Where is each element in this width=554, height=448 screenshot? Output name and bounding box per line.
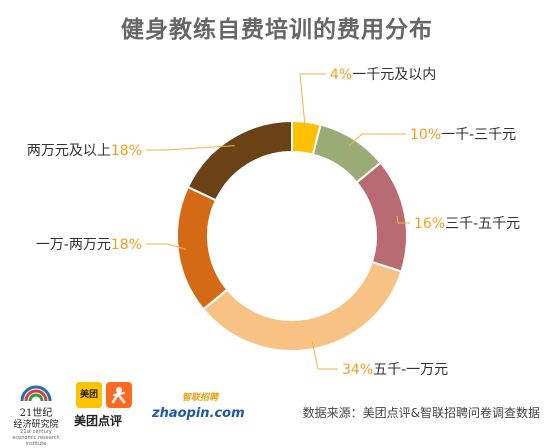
data-source: 数据来源：美团点评&智联招聘问卷调查数据 — [302, 406, 540, 420]
slice-label-1: 4%一千元及以内 — [330, 67, 436, 83]
slice-label-2: 10%一千-三千元 — [410, 127, 516, 143]
leader-line-6 — [146, 145, 235, 151]
slice-name-2: 一千-三千元 — [441, 127, 516, 143]
slice-name-5: 一万-两万元 — [36, 237, 111, 253]
slice-name-3: 三千-五千元 — [445, 216, 520, 232]
slice-value-1: 4% — [330, 67, 352, 83]
slice-name-4: 五千-一万元 — [373, 362, 448, 378]
slice-value-3: 16% — [414, 216, 445, 232]
slice-label-4: 34%五千-一万元 — [342, 362, 448, 378]
leader-line-5 — [146, 243, 186, 250]
leader-line-2 — [348, 133, 406, 147]
logo-21-line1: 21世纪 — [19, 408, 53, 419]
zhaopin-en: zhaopin.com — [152, 406, 245, 421]
leader-line-3 — [396, 215, 410, 224]
rainbow-arc-icon — [20, 385, 52, 402]
meituan-badge: 美团 — [76, 382, 102, 408]
donut-slice-4 — [201, 260, 403, 352]
donut-slice-3 — [355, 161, 408, 273]
slice-value-4: 34% — [342, 362, 373, 378]
donut-slice-5 — [176, 185, 229, 311]
dianping-icon — [106, 382, 132, 408]
logo-21-line2: 经济研究院 — [13, 420, 59, 430]
slice-value-6: 18% — [111, 143, 142, 159]
logo-strip: 21世纪 经济研究院 21st century economic researc… — [0, 380, 245, 448]
zhaopin-cn: 智联招聘 — [182, 393, 219, 403]
slice-label-3: 16%三千-五千元 — [414, 216, 520, 232]
leader-line-1 — [299, 73, 326, 130]
slice-label-5: 一万-两万元18% — [36, 237, 142, 253]
chart-title: 健身教练自费培训的费用分布 — [121, 17, 433, 43]
donut-slice-6 — [186, 119, 293, 202]
logo-21st-century: 21世纪 经济研究院 21st century economic researc… — [8, 380, 64, 447]
slice-value-5: 18% — [111, 237, 142, 253]
slice-name-6: 两万元及以上 — [27, 143, 111, 159]
slice-label-6: 两万元及以上18% — [27, 143, 142, 159]
leader-line-4 — [311, 341, 338, 370]
slice-value-2: 10% — [410, 127, 441, 143]
logo-21-line3: 21st century economic research institute — [12, 429, 60, 447]
meituan-name: 美团点评 — [74, 414, 123, 428]
slice-name-1: 一千元及以内 — [352, 67, 436, 83]
logo-zhaopin: 智联招聘 zhaopin.com — [152, 380, 245, 440]
logo-meituan-dianping: 美团 美团点评 — [74, 382, 144, 442]
